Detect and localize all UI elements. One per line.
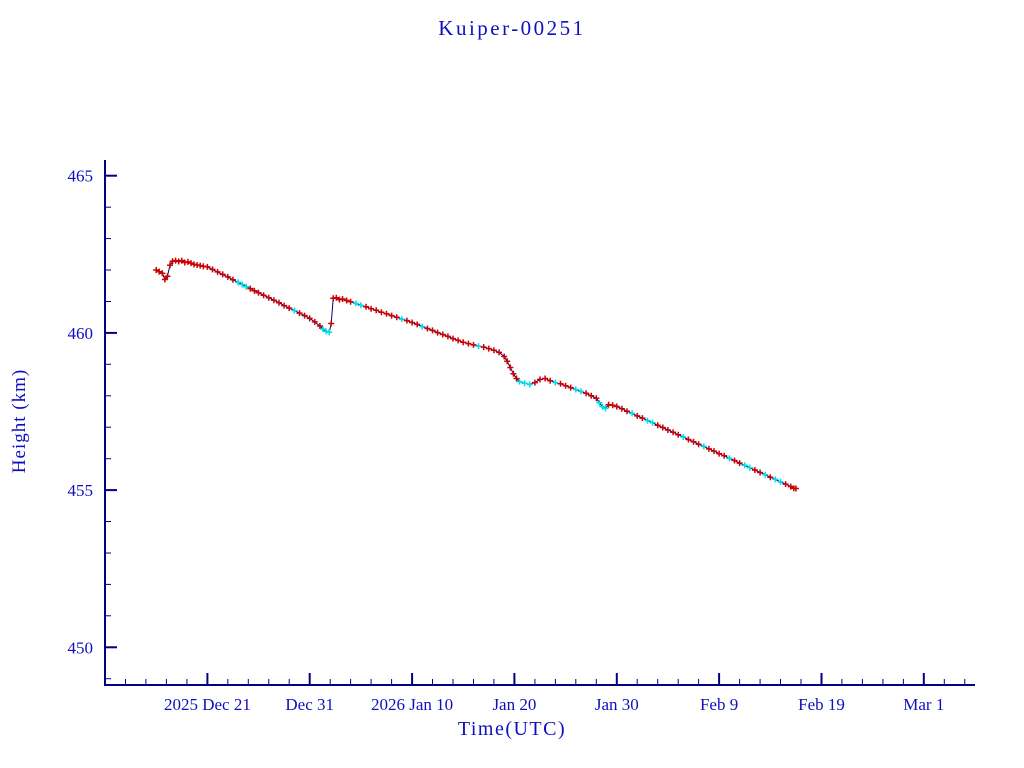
x-axis-label: Time(UTC): [457, 718, 567, 740]
x-tick-label: Jan 20: [492, 695, 536, 714]
y-tick-label: 460: [68, 324, 94, 343]
axis-frame: [104, 160, 975, 686]
x-tick-label: 2026 Jan 10: [371, 695, 453, 714]
y-tick-label: 455: [68, 481, 94, 500]
data-markers-secondary: [235, 279, 784, 485]
x-tick-label: Feb 19: [798, 695, 845, 714]
data-line: [155, 260, 796, 489]
y-tick-label: 465: [68, 167, 94, 186]
y-tick-label: 450: [68, 638, 94, 657]
x-tick-label: Dec 31: [285, 695, 334, 714]
x-tick-label: 2025 Dec 21: [164, 695, 251, 714]
data-markers-primary: [153, 257, 799, 492]
chart-title: Kuiper-00251: [438, 16, 586, 40]
x-tick-label: Mar 1: [903, 695, 944, 714]
x-tick-label: Feb 9: [700, 695, 738, 714]
x-tick-label: Jan 30: [595, 695, 639, 714]
